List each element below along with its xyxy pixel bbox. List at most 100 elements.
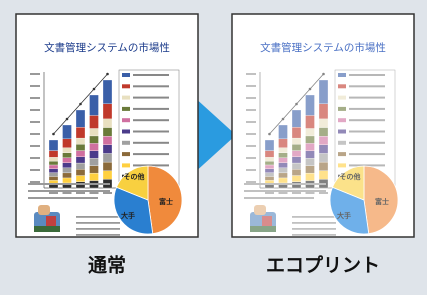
bar-segment <box>76 110 85 127</box>
bar-segment <box>49 173 58 177</box>
x-label-line <box>279 192 288 194</box>
bar-segment <box>76 151 85 157</box>
bar-segment <box>292 176 301 182</box>
bar-segment <box>292 151 301 157</box>
bar-segment <box>319 171 328 180</box>
bar-segment <box>279 163 288 168</box>
bar-segment <box>90 115 99 128</box>
legend-swatch <box>338 96 346 100</box>
legend-swatch <box>338 118 346 122</box>
comparison-illustration: 文書管理システムの市場性その他大手富士通常文書管理システムの市場性その他大手富士… <box>0 0 427 295</box>
bar-segment <box>292 144 301 150</box>
trend-marker <box>93 88 96 91</box>
axis-label-line <box>30 85 40 87</box>
axis-label-line <box>246 133 256 135</box>
axis-label-line <box>246 181 256 183</box>
pie-label: その他 <box>124 172 145 181</box>
x-label-line <box>76 192 85 194</box>
bar-segment <box>265 151 274 158</box>
bar-segment <box>63 125 72 139</box>
body-text-line <box>76 222 120 224</box>
legend-text-line <box>349 131 385 133</box>
bar-segment <box>292 127 301 138</box>
bar-segment <box>319 104 328 119</box>
bar-segment <box>49 157 58 161</box>
bar-segment <box>306 173 315 180</box>
bar-segment <box>292 110 301 127</box>
axis-label-line <box>246 85 256 87</box>
document-title: 文書管理システムの市場性 <box>44 41 170 54</box>
bar-segment <box>279 139 288 148</box>
trend-marker <box>52 133 55 136</box>
document: 文書管理システムの市場性その他大手富士 <box>232 14 414 237</box>
pie-label: 富士 <box>375 197 389 206</box>
bar-segment <box>76 176 85 182</box>
legend-swatch <box>122 152 130 156</box>
body-text-line <box>28 190 110 192</box>
bar-segment <box>90 151 99 158</box>
icon-part <box>254 205 266 215</box>
bar-segment <box>319 119 328 128</box>
trend-marker <box>106 73 109 76</box>
legend-swatch <box>122 73 130 77</box>
bar-segment <box>103 145 112 154</box>
x-label-line <box>103 192 112 194</box>
bar-segment <box>265 157 274 161</box>
bar-segment <box>319 136 328 145</box>
legend-swatch <box>122 130 130 134</box>
trend-marker <box>66 118 69 121</box>
bar-segment <box>292 138 301 144</box>
bar-segment <box>76 144 85 150</box>
legend-swatch <box>122 141 130 145</box>
bar-segment <box>279 178 288 183</box>
bar-segment <box>103 104 112 119</box>
legend-text-line <box>133 97 169 99</box>
axis-label-line <box>246 121 256 123</box>
legend-text-line <box>349 153 385 155</box>
bar-segment <box>63 178 72 183</box>
legend-text-line <box>349 108 385 110</box>
bar-segment <box>265 176 274 180</box>
legend-swatch <box>338 141 346 145</box>
body-text-line <box>28 197 98 199</box>
bar-segment <box>306 166 315 173</box>
legend-text-line <box>349 142 385 144</box>
axis-label-line <box>30 121 40 123</box>
bar-segment <box>306 95 315 115</box>
pie-label: 大手 <box>121 211 135 220</box>
bar-segment <box>76 169 85 175</box>
pie-label: その他 <box>340 172 361 181</box>
bar-segment <box>319 162 328 171</box>
legend-text-line <box>349 97 385 99</box>
bar-segment <box>279 173 288 178</box>
bar-segment <box>279 125 288 139</box>
legend-swatch <box>338 163 346 167</box>
bar-segment <box>265 140 274 151</box>
trend-marker <box>309 88 312 91</box>
bar-segment <box>279 168 288 173</box>
bar-segment <box>319 153 328 162</box>
axis-label-line <box>30 97 40 99</box>
bar-segment <box>90 128 99 135</box>
bar-segment <box>306 151 315 158</box>
trend-marker <box>79 103 82 106</box>
bar-segment <box>90 136 99 143</box>
icon-part <box>38 205 50 215</box>
bar-segment <box>63 139 72 148</box>
bar-segment <box>306 128 315 135</box>
legend-text-line <box>133 131 169 133</box>
legend-text-line <box>349 74 385 76</box>
axis-label-line <box>246 97 256 99</box>
legend-swatch <box>122 163 130 167</box>
trend-marker <box>268 133 271 136</box>
bar-segment <box>63 168 72 173</box>
legend-swatch <box>338 84 346 88</box>
x-label-line <box>63 192 72 194</box>
axis-label-line <box>30 157 40 159</box>
bar-segment <box>265 161 274 165</box>
axis-label-line <box>30 109 40 111</box>
legend-swatch <box>338 130 346 134</box>
legend-swatch <box>122 84 130 88</box>
bar-segment <box>279 148 288 153</box>
